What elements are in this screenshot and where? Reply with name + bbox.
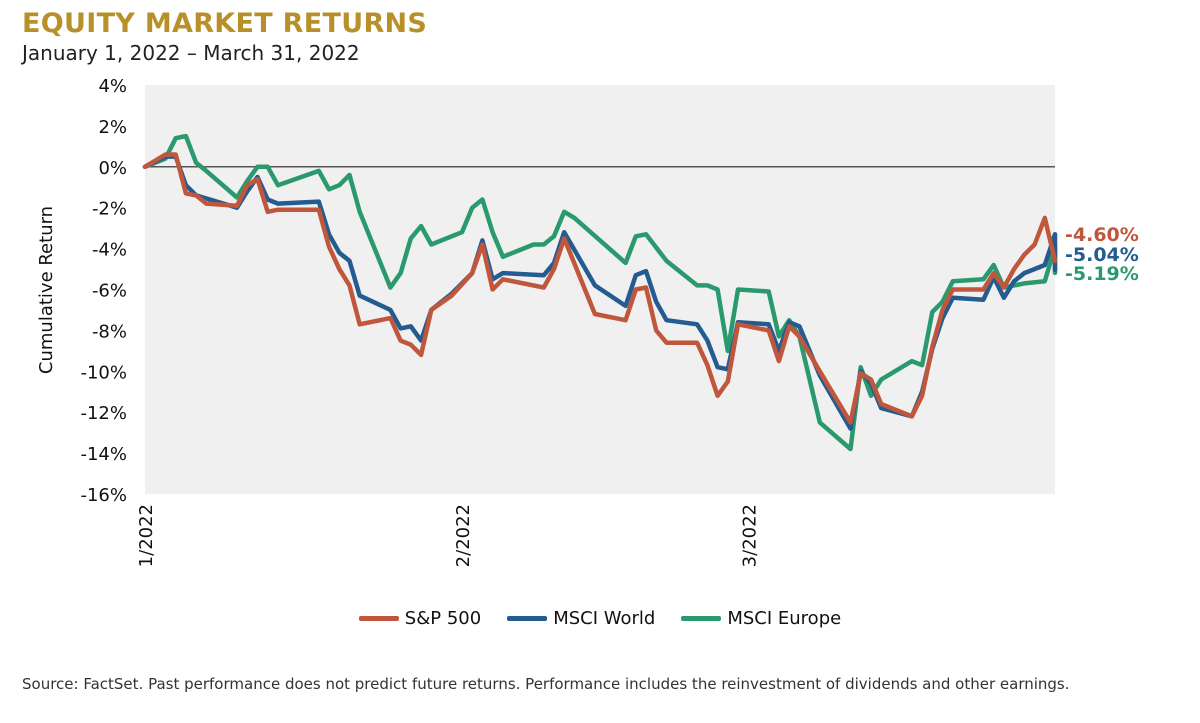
series-line-msci-europe — [142, 133, 1058, 452]
chart-subtitle: January 1, 2022 – March 31, 2022 — [22, 41, 360, 65]
y-tick-label: -12% — [80, 403, 127, 424]
series-lines — [142, 133, 1058, 452]
end-label-msci-world: -5.04% — [1065, 244, 1139, 266]
y-axis-label: Cumulative Return — [36, 206, 57, 374]
legend-item-msci-world: MSCI World — [507, 608, 655, 629]
legend-label-sp500: S&P 500 — [404, 608, 482, 629]
legend: S&P 500 MSCI World MSCI Europe — [0, 608, 1200, 629]
source-note: Source: FactSet. Past performance does n… — [22, 675, 1070, 693]
legend-label-msci-world: MSCI World — [553, 608, 656, 629]
legend-swatch-msci-europe — [681, 616, 722, 621]
y-tick-label: -2% — [92, 199, 127, 220]
legend-label-msci-europe: MSCI Europe — [727, 608, 842, 629]
end-label-msci-europe: -5.19% — [1065, 263, 1139, 285]
legend-swatch-sp500 — [358, 616, 399, 621]
y-tick-label: 2% — [98, 117, 127, 138]
x-axis-ticks: 1/2022 2/2022 3/2022 — [136, 504, 760, 567]
y-tick-label: -6% — [92, 281, 127, 302]
end-labels: -4.60%-5.04%-5.19% — [1065, 224, 1139, 285]
y-tick-label: -10% — [80, 362, 127, 383]
x-tick-label: 3/2022 — [739, 504, 760, 567]
end-label-sp500: -4.60% — [1065, 224, 1139, 246]
y-tick-label: -8% — [92, 321, 127, 342]
y-tick-label: 4% — [98, 76, 127, 97]
series-line-sp500 — [142, 152, 1058, 425]
y-axis-ticks: 4% 2% 0% -2% -4% -6% -8% -10% -12% -14% -16% — [80, 76, 127, 506]
legend-item-sp500: S&P 500 — [358, 608, 482, 629]
chart-title: EQUITY MARKET RETURNS — [22, 8, 428, 39]
y-tick-label: -14% — [80, 444, 127, 465]
y-tick-label: 0% — [98, 158, 127, 179]
y-tick-label: -4% — [92, 240, 127, 261]
y-tick-label: -16% — [80, 485, 127, 506]
x-tick-label: 2/2022 — [453, 504, 474, 567]
legend-swatch-msci-world — [507, 616, 548, 621]
legend-item-msci-europe: MSCI Europe — [681, 608, 841, 629]
x-tick-label: 1/2022 — [136, 504, 157, 567]
